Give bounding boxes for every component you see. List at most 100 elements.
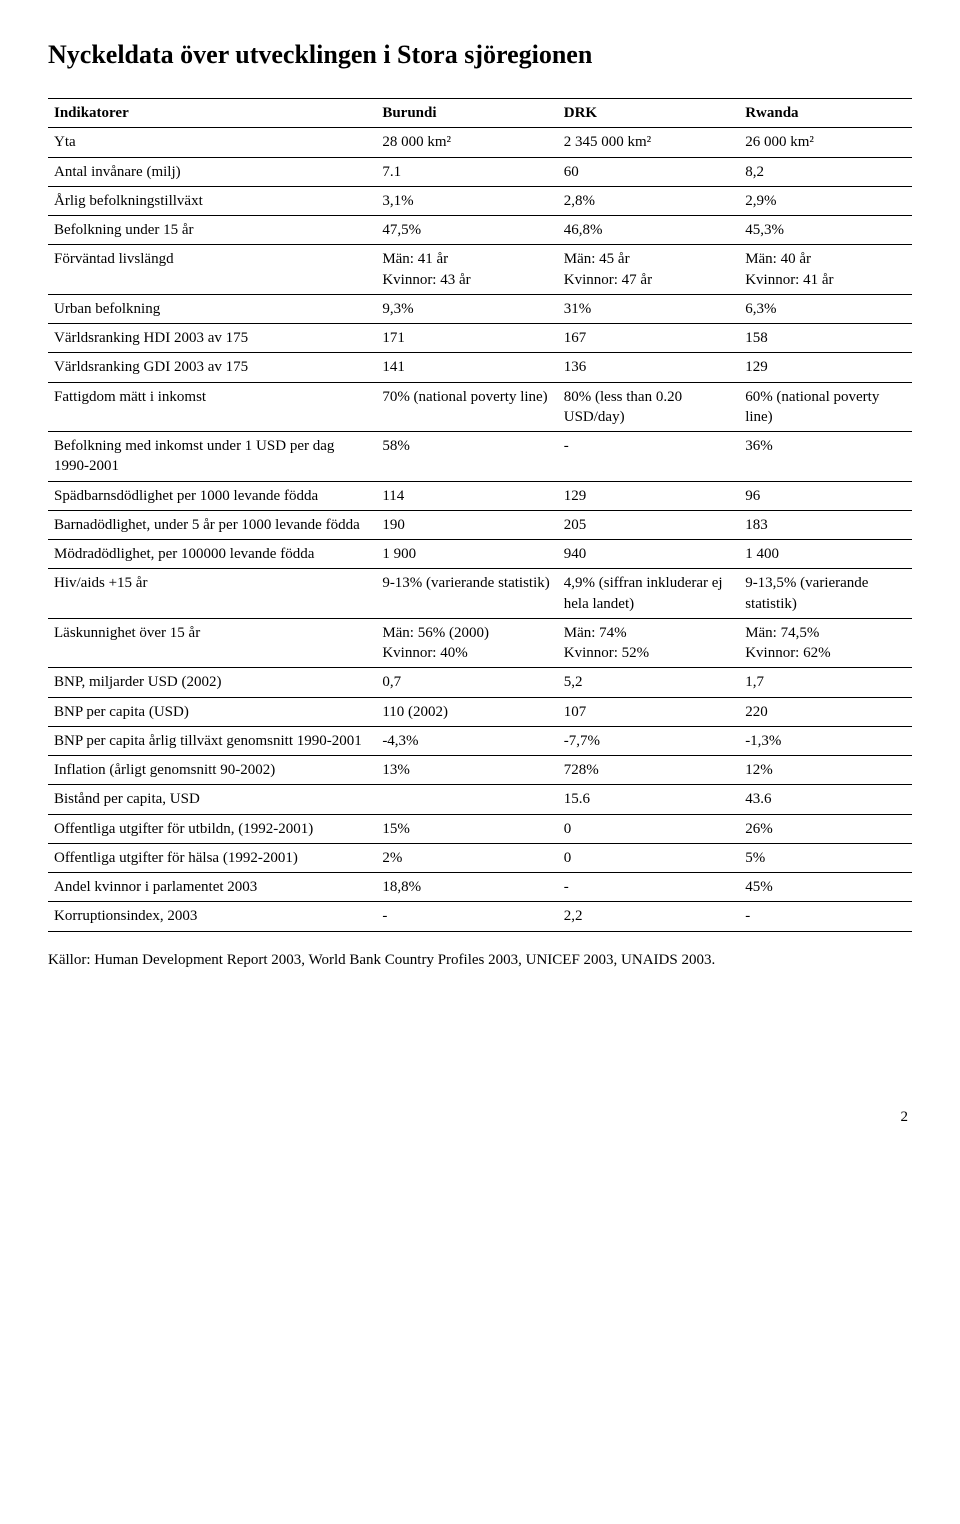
- cell: 15.6: [558, 785, 739, 814]
- cell: 0: [558, 843, 739, 872]
- cell: Bistånd per capita, USD: [48, 785, 376, 814]
- cell: [376, 785, 557, 814]
- cell: Offentliga utgifter för utbildn, (1992-2…: [48, 814, 376, 843]
- cell: 26 000 km²: [739, 128, 912, 157]
- cell: BNP, miljarder USD (2002): [48, 668, 376, 697]
- cell: Förväntad livslängd: [48, 245, 376, 295]
- page-number: 2: [48, 1109, 912, 1126]
- table-row: Barnadödlighet, under 5 år per 1000 leva…: [48, 510, 912, 539]
- cell: 220: [739, 697, 912, 726]
- table-row: Inflation (årligt genomsnitt 90-2002)13%…: [48, 756, 912, 785]
- cell: 9-13% (varierande statistik): [376, 569, 557, 619]
- cell: 940: [558, 540, 739, 569]
- cell: Urban befolkning: [48, 294, 376, 323]
- table-row: Hiv/aids +15 år9-13% (varierande statist…: [48, 569, 912, 619]
- cell: Inflation (årligt genomsnitt 90-2002): [48, 756, 376, 785]
- table-row: Antal invånare (milj)7.1608,2: [48, 157, 912, 186]
- cell: 70% (national poverty line): [376, 382, 557, 432]
- cell: Antal invånare (milj): [48, 157, 376, 186]
- cell: 46,8%: [558, 216, 739, 245]
- cell: Spädbarnsdödlighet per 1000 levande född…: [48, 481, 376, 510]
- cell: 136: [558, 353, 739, 382]
- cell: 158: [739, 324, 912, 353]
- col-header-rwanda: Rwanda: [739, 99, 912, 128]
- cell: -4,3%: [376, 726, 557, 755]
- cell: 183: [739, 510, 912, 539]
- cell: Andel kvinnor i parlamentet 2003: [48, 873, 376, 902]
- table-row: Andel kvinnor i parlamentet 200318,8%-45…: [48, 873, 912, 902]
- table-row: Världsranking HDI 2003 av 175171167158: [48, 324, 912, 353]
- page-title: Nyckeldata över utvecklingen i Stora sjö…: [48, 40, 912, 70]
- sources-text: Källor: Human Development Report 2003, W…: [48, 952, 912, 969]
- cell: Barnadödlighet, under 5 år per 1000 leva…: [48, 510, 376, 539]
- col-header-drk: DRK: [558, 99, 739, 128]
- cell: 5,2: [558, 668, 739, 697]
- cell: Världsranking GDI 2003 av 175: [48, 353, 376, 382]
- cell: 3,1%: [376, 186, 557, 215]
- cell: 205: [558, 510, 739, 539]
- cell: 96: [739, 481, 912, 510]
- table-row: Offentliga utgifter för utbildn, (1992-2…: [48, 814, 912, 843]
- cell: Världsranking HDI 2003 av 175: [48, 324, 376, 353]
- cell: Män: 74,5% Kvinnor: 62%: [739, 618, 912, 668]
- cell: 4,9% (siffran inkluderar ej hela landet): [558, 569, 739, 619]
- cell: 114: [376, 481, 557, 510]
- table-row: BNP per capita (USD)110 (2002)107220: [48, 697, 912, 726]
- cell: -: [739, 902, 912, 931]
- indicator-table: Indikatorer Burundi DRK Rwanda Yta28 000…: [48, 98, 912, 932]
- cell: 13%: [376, 756, 557, 785]
- cell: 8,2: [739, 157, 912, 186]
- cell: Årlig befolkningstillväxt: [48, 186, 376, 215]
- cell: 2,2: [558, 902, 739, 931]
- cell: Yta: [48, 128, 376, 157]
- table-row: Bistånd per capita, USD15.643.6: [48, 785, 912, 814]
- cell: 28 000 km²: [376, 128, 557, 157]
- table-row: Världsranking GDI 2003 av 175141136129: [48, 353, 912, 382]
- cell: 9,3%: [376, 294, 557, 323]
- cell: 9-13,5% (varierande statistik): [739, 569, 912, 619]
- table-row: Spädbarnsdödlighet per 1000 levande född…: [48, 481, 912, 510]
- table-row: Mödradödlighet, per 100000 levande födda…: [48, 540, 912, 569]
- cell: Korruptionsindex, 2003: [48, 902, 376, 931]
- table-row: Fattigdom mätt i inkomst70% (national po…: [48, 382, 912, 432]
- table-row: Förväntad livslängdMän: 41 år Kvinnor: 4…: [48, 245, 912, 295]
- cell: 45,3%: [739, 216, 912, 245]
- cell: -7,7%: [558, 726, 739, 755]
- table-row: Läskunnighet över 15 årMän: 56% (2000) K…: [48, 618, 912, 668]
- cell: 1,7: [739, 668, 912, 697]
- cell: 2 345 000 km²: [558, 128, 739, 157]
- cell: BNP per capita årlig tillväxt genomsnitt…: [48, 726, 376, 755]
- cell: 6,3%: [739, 294, 912, 323]
- cell: 2,8%: [558, 186, 739, 215]
- cell: Män: 56% (2000) Kvinnor: 40%: [376, 618, 557, 668]
- cell: 12%: [739, 756, 912, 785]
- cell: Män: 41 år Kvinnor: 43 år: [376, 245, 557, 295]
- cell: 45%: [739, 873, 912, 902]
- table-row: Befolkning under 15 år47,5%46,8%45,3%: [48, 216, 912, 245]
- cell: 1 900: [376, 540, 557, 569]
- cell: 167: [558, 324, 739, 353]
- cell: Män: 74% Kvinnor: 52%: [558, 618, 739, 668]
- cell: 47,5%: [376, 216, 557, 245]
- cell: Mödradödlighet, per 100000 levande födda: [48, 540, 376, 569]
- cell: 110 (2002): [376, 697, 557, 726]
- cell: Offentliga utgifter för hälsa (1992-2001…: [48, 843, 376, 872]
- cell: 18,8%: [376, 873, 557, 902]
- cell: -: [558, 432, 739, 482]
- cell: 15%: [376, 814, 557, 843]
- cell: 58%: [376, 432, 557, 482]
- cell: Befolkning under 15 år: [48, 216, 376, 245]
- cell: Fattigdom mätt i inkomst: [48, 382, 376, 432]
- cell: Befolkning med inkomst under 1 USD per d…: [48, 432, 376, 482]
- cell: 2,9%: [739, 186, 912, 215]
- col-header-indikatorer: Indikatorer: [48, 99, 376, 128]
- cell: 141: [376, 353, 557, 382]
- table-row: Årlig befolkningstillväxt3,1%2,8%2,9%: [48, 186, 912, 215]
- cell: 80% (less than 0.20 USD/day): [558, 382, 739, 432]
- cell: -: [558, 873, 739, 902]
- table-row: BNP per capita årlig tillväxt genomsnitt…: [48, 726, 912, 755]
- table-row: Yta28 000 km²2 345 000 km²26 000 km²: [48, 128, 912, 157]
- cell: 7.1: [376, 157, 557, 186]
- table-row: Befolkning med inkomst under 1 USD per d…: [48, 432, 912, 482]
- cell: Män: 45 år Kvinnor: 47 år: [558, 245, 739, 295]
